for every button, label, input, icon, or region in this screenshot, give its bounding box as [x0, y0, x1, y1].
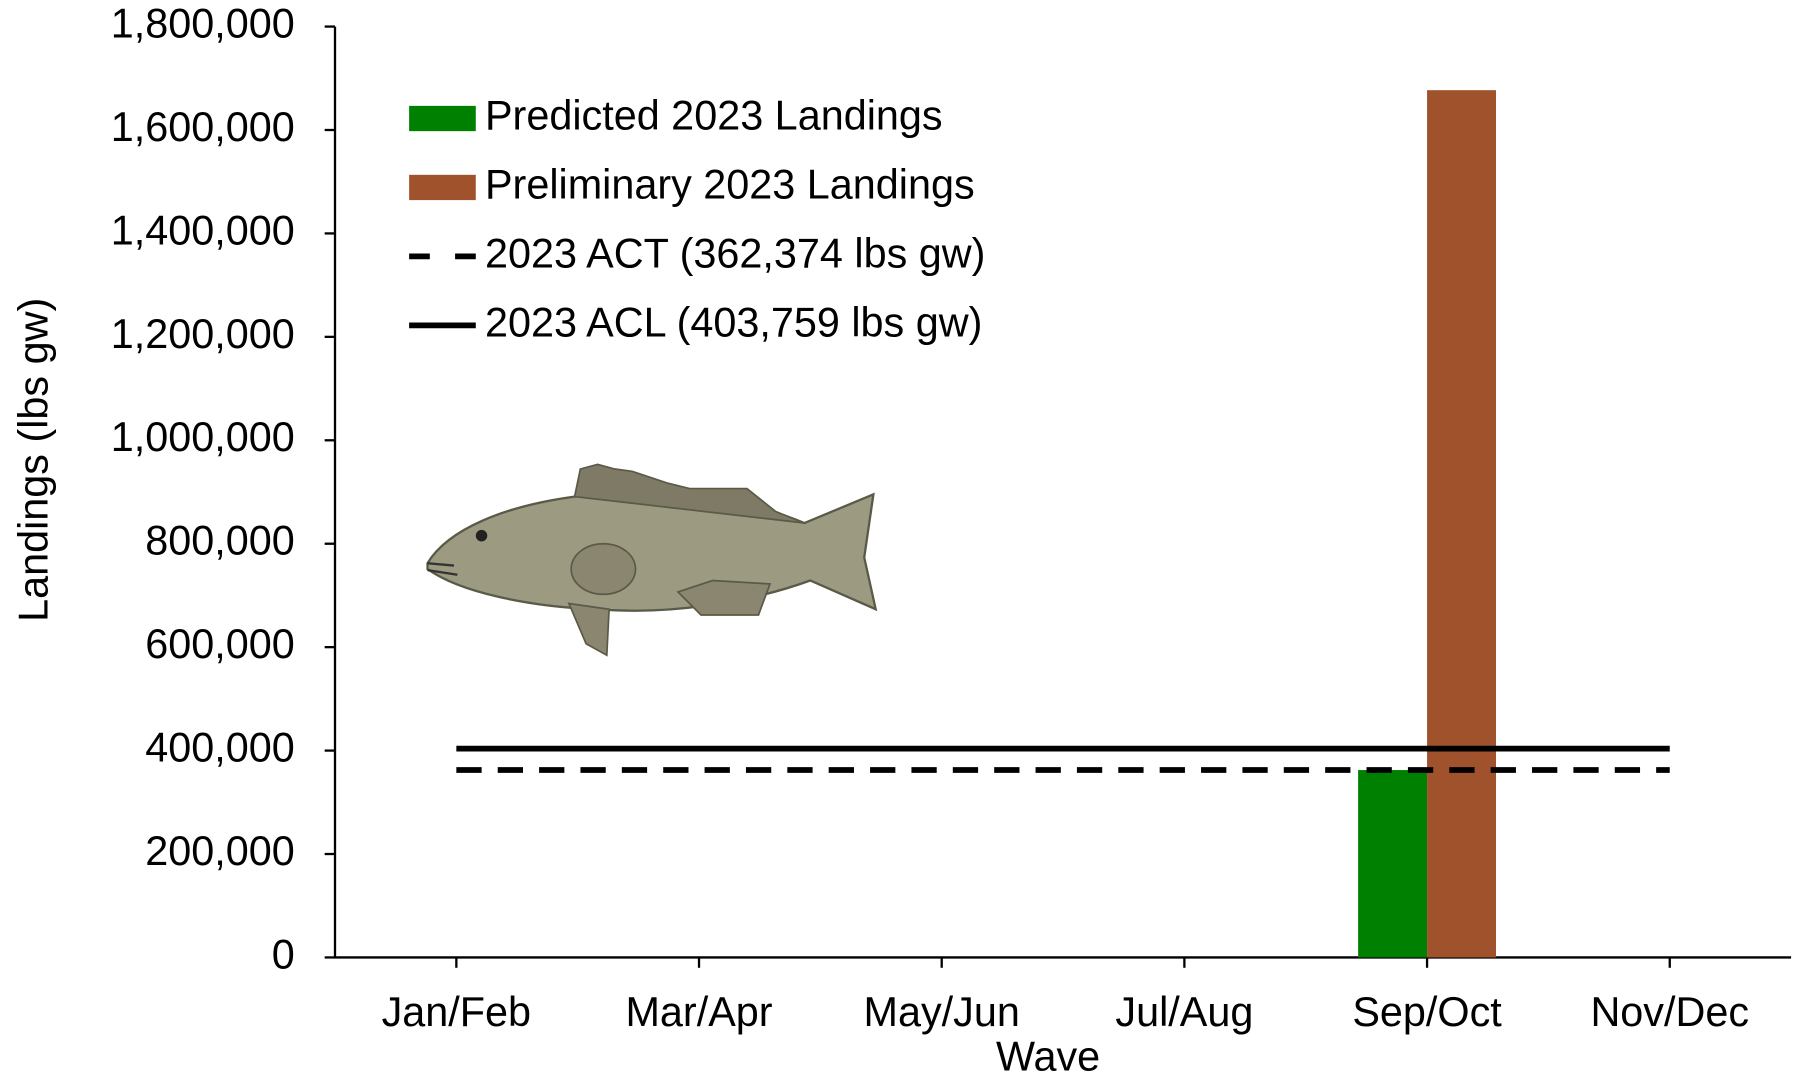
x-tick-label: May/Jun [864, 989, 1020, 1035]
x-tick-label: Nov/Dec [1590, 989, 1749, 1035]
x-axis-label: Wave [996, 1034, 1100, 1080]
bar [1358, 770, 1428, 958]
x-tick-label: Jul/Aug [1115, 989, 1253, 1035]
y-tick-label: 1,400,000 [111, 207, 295, 253]
x-tick-label: Sep/Oct [1352, 989, 1502, 1035]
legend-label: Predicted 2023 Landings [485, 92, 943, 138]
y-tick-label: 1,000,000 [111, 414, 295, 460]
legend-label: Preliminary 2023 Landings [485, 161, 975, 207]
x-tick-label: Jan/Feb [382, 989, 531, 1035]
y-tick-label: 200,000 [145, 828, 295, 874]
legend-label: 2023 ACT (362,374 lbs gw) [485, 230, 985, 276]
y-tick-label: 400,000 [145, 725, 295, 771]
y-tick-label: 1,200,000 [111, 311, 295, 357]
y-tick-label: 800,000 [145, 518, 295, 564]
bar [1427, 90, 1497, 958]
x-tick-label: Mar/Apr [625, 989, 772, 1035]
legend-swatch [409, 174, 476, 201]
legend-swatch [409, 105, 476, 132]
y-tick-label: 1,800,000 [111, 0, 295, 46]
y-tick-label: 1,600,000 [111, 104, 295, 150]
y-tick-label: 0 [272, 931, 295, 977]
y-tick-label: 600,000 [145, 621, 295, 667]
fish-illustration [426, 463, 878, 657]
y-axis-label: Landings (lbs gw) [11, 298, 57, 622]
legend-label: 2023 ACL (403,759 lbs gw) [485, 299, 982, 345]
